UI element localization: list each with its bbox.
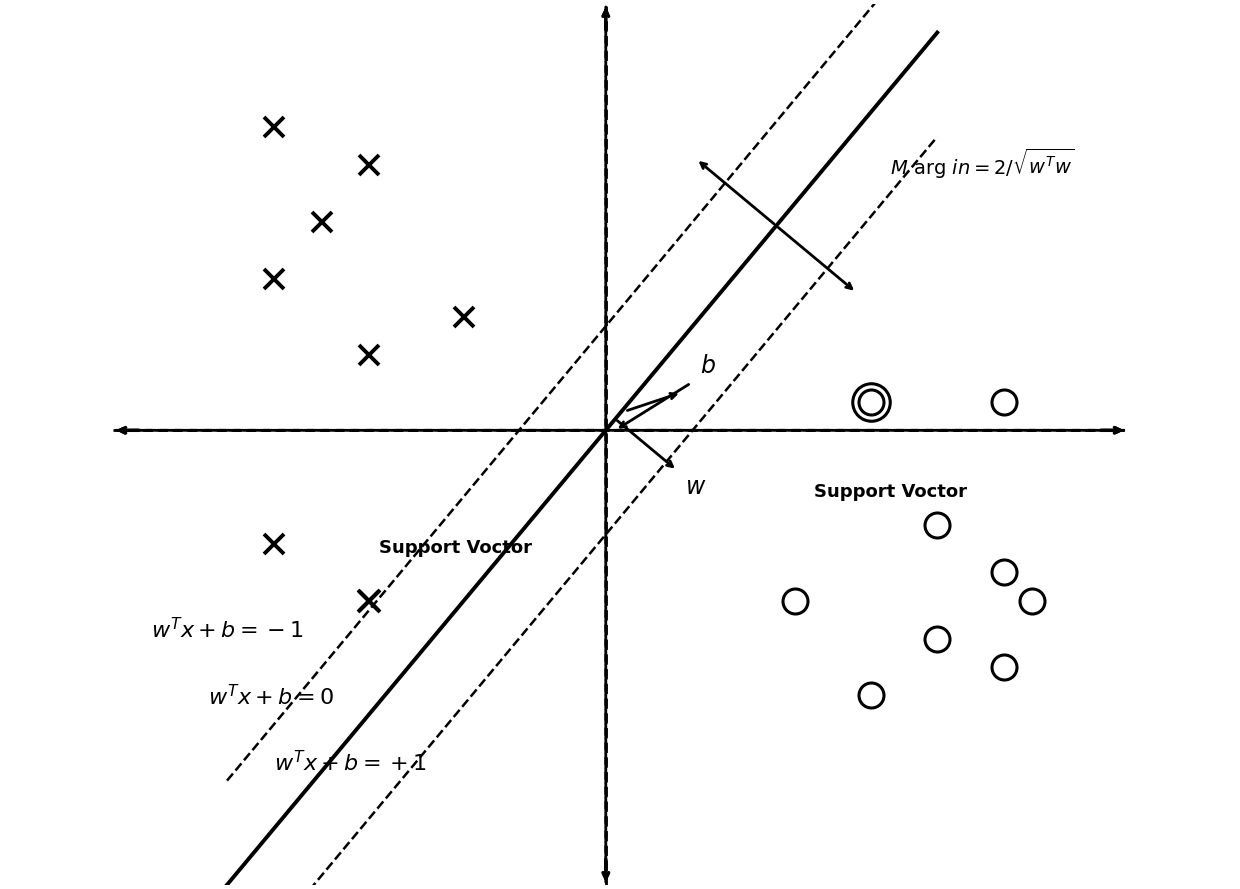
Text: $w$: $w$ (684, 475, 706, 499)
Text: $w^Tx+b=+1$: $w^Tx+b=+1$ (274, 750, 427, 775)
Text: $w^Tx+b=-1$: $w^Tx+b=-1$ (151, 618, 304, 643)
Text: $w^Tx+b=0$: $w^Tx+b=0$ (208, 684, 334, 709)
Text: Support Voctor: Support Voctor (815, 483, 967, 501)
Text: $b$: $b$ (701, 355, 717, 379)
Text: Support Voctor: Support Voctor (378, 540, 532, 557)
Text: $M\ \mathrm{arg}\ in = 2/\sqrt{w^Tw}$: $M\ \mathrm{arg}\ in = 2/\sqrt{w^Tw}$ (890, 147, 1074, 180)
